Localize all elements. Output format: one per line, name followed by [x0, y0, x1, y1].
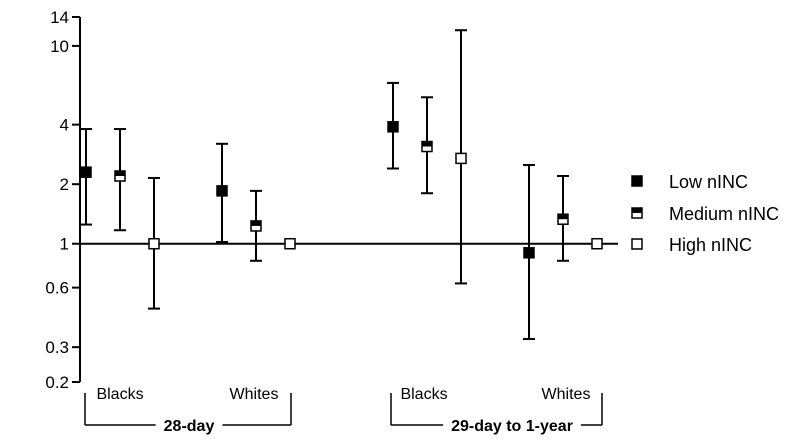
period-bracket-1 — [390, 393, 603, 426]
data-point-0-1-1 — [250, 189, 262, 262]
point-marker — [591, 237, 603, 250]
y-tick-label: 0.2 — [45, 373, 69, 392]
legend-marker — [631, 175, 643, 187]
point-marker — [421, 140, 433, 153]
period-bracket-0 — [84, 393, 292, 426]
y-tick-label: 10 — [50, 37, 69, 56]
y-tick-label: 2 — [60, 175, 69, 194]
legend-entry-1: Medium nINC — [631, 204, 779, 224]
point-marker — [557, 213, 569, 225]
data-point-1-0-2 — [455, 29, 467, 285]
point-marker — [284, 237, 296, 250]
legend: Low nINC Medium nINC High nINC — [631, 172, 779, 255]
subgroup-label: Blacks — [400, 386, 447, 403]
point-marker — [148, 237, 160, 250]
subgroup-label: Blacks — [96, 386, 143, 403]
point-marker — [216, 185, 228, 197]
legend-entry-2: High nINC — [631, 235, 752, 255]
y-tick-label: 1 — [60, 235, 69, 254]
data-point-1-0-0 — [387, 81, 399, 170]
legend-marker — [631, 207, 643, 219]
data-point-0-0-1 — [114, 128, 126, 232]
legend-marker — [631, 238, 643, 250]
y-tick-label: 4 — [60, 116, 69, 135]
data-point-0-0-2 — [148, 176, 160, 310]
point-marker — [114, 170, 126, 182]
data-point-1-1-0 — [523, 164, 535, 340]
legend-label: High nINC — [669, 235, 752, 255]
period-label: 28-day — [164, 418, 215, 435]
point-marker — [455, 152, 467, 165]
point-marker — [523, 247, 535, 259]
legend-entry-0: Low nINC — [631, 172, 748, 192]
subgroup-label: Whites — [542, 386, 591, 403]
y-axis: 0.2 0.3 0.6 1 2 4 10 14 — [45, 8, 81, 392]
legend-label: Low nINC — [669, 172, 748, 192]
data-point-1-1-2 — [591, 237, 603, 250]
subgroup-label: Whites — [230, 386, 279, 403]
data-point-0-0-0 — [80, 128, 92, 226]
point-marker — [250, 220, 262, 232]
data-point-1-1-1 — [557, 174, 569, 262]
data-point-0-1-2 — [284, 237, 296, 250]
point-marker — [80, 166, 92, 178]
period-label: 29-day to 1-year — [451, 418, 573, 435]
y-tick-label: 14 — [50, 8, 69, 27]
data-point-1-0-1 — [421, 96, 433, 195]
point-marker — [387, 121, 399, 133]
data-points — [80, 29, 603, 340]
category-labels: Blacks Whites 28-day Blacks Whites 29-day to … — [84, 386, 603, 435]
legend-label: Medium nINC — [669, 204, 779, 224]
y-tick-label: 0.3 — [45, 338, 69, 357]
y-tick-label: 0.6 — [45, 279, 69, 298]
data-point-0-1-0 — [216, 142, 228, 244]
